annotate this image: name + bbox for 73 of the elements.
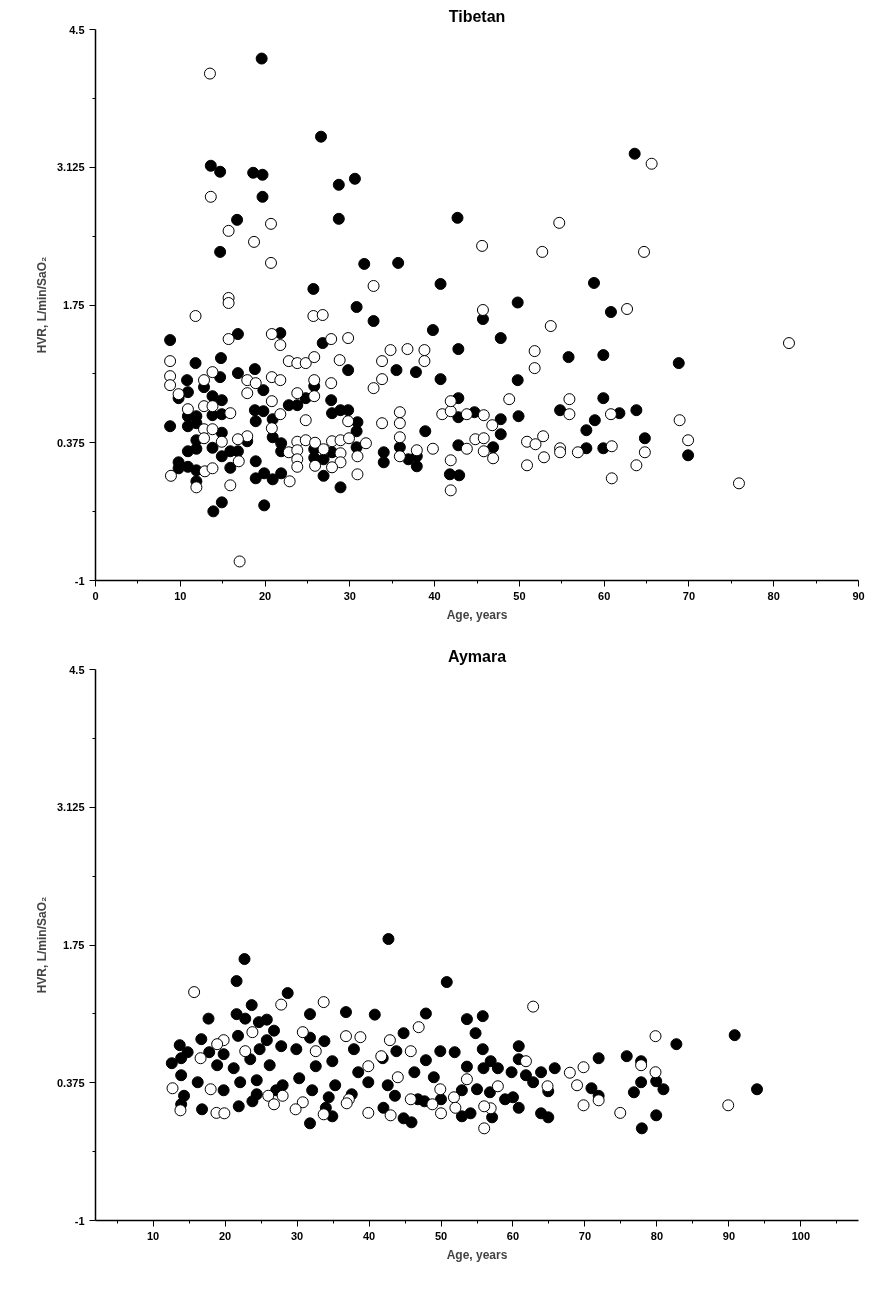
point	[296, 1026, 309, 1039]
x-axis-title: Age, years	[446, 1247, 508, 1262]
y-axis-title: HVR, L/min/SaO₂	[34, 896, 49, 994]
point	[571, 1079, 584, 1092]
point	[362, 1106, 375, 1119]
point	[174, 1104, 187, 1117]
y-tick-label: 1.75	[63, 939, 85, 951]
point	[649, 1066, 662, 1079]
y-tick-label: 0.375	[56, 1076, 85, 1089]
point	[426, 1098, 439, 1111]
x-tick-label: 100	[791, 1229, 811, 1242]
point	[649, 1030, 662, 1043]
y-tick-label: 1.75	[63, 299, 85, 311]
x-tick-label: 30	[343, 589, 356, 602]
point	[309, 1045, 322, 1058]
x-tick-label: 70	[578, 1229, 592, 1242]
point	[339, 1030, 352, 1043]
point	[478, 1122, 491, 1135]
point	[317, 996, 330, 1009]
point	[384, 1109, 397, 1122]
y-tick-label: -1	[74, 574, 85, 587]
x-tick-label: 50	[513, 589, 526, 602]
x-tick-label: 0	[92, 589, 99, 602]
y-tick-label: 3.125	[56, 801, 85, 814]
point	[204, 1083, 217, 1096]
x-tick-label: 80	[767, 589, 780, 602]
x-tick-label: 90	[722, 1229, 736, 1242]
y-tick-label: 0.375	[56, 436, 85, 449]
point	[268, 1098, 281, 1111]
y-axis-title: HVR, L/min/SaO₂	[34, 256, 49, 354]
x-tick-label: 30	[290, 1229, 304, 1242]
y-tick-label: 4.5	[69, 663, 85, 676]
point	[635, 1059, 648, 1072]
point	[276, 1089, 289, 1102]
x-tick-label: 50	[434, 1229, 448, 1242]
point	[289, 1103, 302, 1116]
point	[577, 1061, 590, 1074]
x-tick-label: 20	[218, 1229, 232, 1242]
x-tick-label: 60	[506, 1229, 520, 1242]
point	[218, 1107, 231, 1120]
x-tick-label: 20	[258, 589, 272, 602]
chart-title: Aymara	[447, 647, 507, 665]
point	[211, 1038, 224, 1051]
point	[362, 1060, 375, 1073]
y-tick-label: -1	[74, 1214, 85, 1227]
x-tick-label: 80	[650, 1229, 664, 1242]
x-tick-label: 40	[362, 1229, 376, 1242]
point	[317, 1108, 330, 1121]
point	[435, 1107, 448, 1120]
point	[541, 1080, 554, 1093]
point	[592, 1094, 605, 1107]
point	[354, 1031, 367, 1044]
x-axis-title: Age, years	[446, 607, 508, 622]
point	[246, 1026, 259, 1039]
y-tick-label: 3.125	[56, 161, 85, 174]
x-tick-label: 10	[174, 589, 187, 602]
point	[614, 1106, 627, 1119]
y-tick-label: 4.5	[69, 23, 85, 36]
point	[404, 1093, 417, 1106]
point	[478, 1100, 491, 1113]
x-tick-label: 90	[852, 589, 865, 602]
point	[722, 1099, 735, 1112]
point	[275, 998, 288, 1011]
point	[340, 1097, 353, 1110]
point	[519, 1055, 532, 1068]
point	[460, 1073, 473, 1086]
x-tick-label: 40	[428, 589, 441, 602]
x-tick-label: 60	[598, 589, 611, 602]
x-tick-label: 70	[682, 589, 696, 602]
point	[449, 1101, 462, 1114]
point	[527, 1000, 540, 1013]
chart-title: Tibetan	[448, 7, 506, 25]
x-tick-label: 10	[146, 1229, 160, 1242]
